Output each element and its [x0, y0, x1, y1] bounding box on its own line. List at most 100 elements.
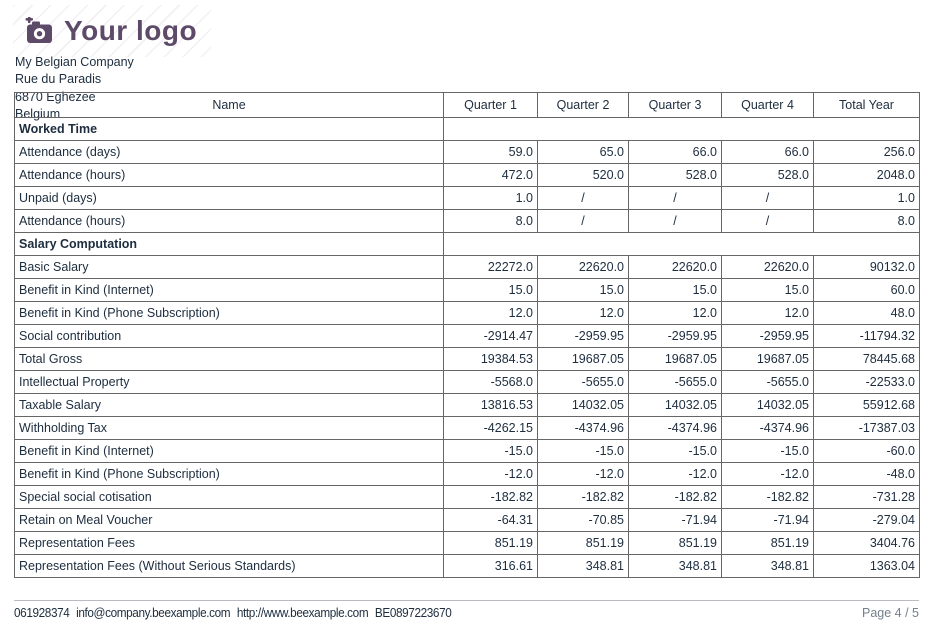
value-cell: 15.0 [443, 278, 538, 302]
value-cell: / [628, 186, 722, 210]
value-cell: 851.19 [721, 531, 814, 555]
section-row: Worked Time [14, 117, 920, 141]
value-cell: -2959.95 [721, 324, 814, 348]
section-title: Salary Computation [14, 232, 444, 256]
value-cell: 2048.0 [813, 163, 920, 187]
company-logo: Your logo [13, 5, 211, 57]
value-cell: -12.0 [443, 462, 538, 486]
section-spacer-cell [443, 232, 920, 256]
column-header-total-year: Total Year [813, 92, 920, 118]
value-cell: 8.0 [443, 209, 538, 233]
value-cell: 55912.68 [813, 393, 920, 417]
value-cell: 12.0 [537, 301, 629, 325]
value-cell: 528.0 [721, 163, 814, 187]
value-cell: 14032.05 [721, 393, 814, 417]
value-cell: -4374.96 [628, 416, 722, 440]
value-cell: -15.0 [443, 439, 538, 463]
table-row: Representation Fees (Without Serious Sta… [14, 554, 920, 578]
row-label: Taxable Salary [14, 393, 444, 417]
table-row: Benefit in Kind (Phone Subscription) -12.… [14, 462, 920, 486]
value-cell: 14032.05 [628, 393, 722, 417]
table-row: Special social cotisation -182.82 -182.82-… [14, 485, 920, 509]
value-cell: -4262.15 [443, 416, 538, 440]
value-cell: -12.0 [537, 462, 629, 486]
value-cell: 66.0 [721, 140, 814, 164]
value-cell: -5655.0 [537, 370, 629, 394]
value-cell: 3404.76 [813, 531, 920, 555]
value-cell: 1363.04 [813, 554, 920, 578]
table-row: Intellectual Property -5568.0 -5655.0 -5655… [14, 370, 920, 394]
footer-phone: 061928374 [14, 606, 70, 620]
value-cell: / [537, 209, 629, 233]
table-row: Representation Fees 851.19 851.19 851.19 851… [14, 531, 920, 555]
column-header-quarter-3: Quarter 3 [628, 92, 722, 118]
value-cell: -71.94 [721, 508, 814, 532]
value-cell: -70.85 [537, 508, 629, 532]
value-cell: -2914.47 [443, 324, 538, 348]
page-number: Page 4 / 5 [862, 606, 919, 620]
row-label: Representation Fees (Without Serious Sta… [14, 554, 444, 578]
table-row: Retain on Meal Voucher -64.31 -70.85 -71.94… [14, 508, 920, 532]
row-label: Benefit in Kind (Phone Subscription) [14, 462, 444, 486]
footer-website: http://www.beexample.com [236, 606, 369, 620]
row-label: Representation Fees [14, 531, 444, 555]
value-cell: 14032.05 [537, 393, 629, 417]
camera-plus-icon [24, 17, 55, 45]
value-cell: -4374.96 [537, 416, 629, 440]
value-cell: 8.0 [813, 209, 920, 233]
value-cell: -2959.95 [537, 324, 629, 348]
table-row: Attendance (hours) 8.0///8.0 [14, 209, 920, 233]
row-label: Unpaid (days) [14, 186, 444, 210]
value-cell: 59.0 [443, 140, 538, 164]
value-cell: 256.0 [813, 140, 920, 164]
row-label: Benefit in Kind (Phone Subscription) [14, 301, 444, 325]
value-cell: 12.0 [721, 301, 814, 325]
value-cell: 22620.0 [537, 255, 629, 279]
logo-text: Your logo [64, 15, 198, 46]
value-cell: / [628, 209, 722, 233]
company-name: My Belgian Company [15, 55, 134, 69]
table-row: Attendance (hours) 472.0 520.0 528.0 528.0 20… [14, 163, 920, 187]
value-cell: -2959.95 [628, 324, 722, 348]
row-label: Social contribution [14, 324, 444, 348]
value-cell: 348.81 [721, 554, 814, 578]
table-header: Name Quarter 1 Quarter 2 Quarter 3 Quarter 4… [14, 92, 920, 118]
section-spacer-cell [443, 117, 920, 141]
value-cell: 348.81 [537, 554, 629, 578]
table-row: Taxable Salary 13816.53 14032.05 14032.05 14… [14, 393, 920, 417]
value-cell: 472.0 [443, 163, 538, 187]
value-cell: -15.0 [721, 439, 814, 463]
row-label: Retain on Meal Voucher [14, 508, 444, 532]
section-title: Worked Time [14, 117, 444, 141]
table-row: Social contribution -2914.47 -2959.95 -2959… [14, 324, 920, 348]
column-header-name: Name [14, 92, 444, 118]
value-cell: 12.0 [628, 301, 722, 325]
value-cell: 19687.05 [721, 347, 814, 371]
value-cell: -15.0 [628, 439, 722, 463]
value-cell: 19687.05 [537, 347, 629, 371]
table-row: Attendance (days) 59.0 65.0 66.0 66.0 256.0 [14, 140, 920, 164]
row-label: Basic Salary [14, 255, 444, 279]
value-cell: 65.0 [537, 140, 629, 164]
table-row: Unpaid (days) 1.0///1.0 [14, 186, 920, 210]
value-cell: / [537, 186, 629, 210]
row-label: Intellectual Property [14, 370, 444, 394]
value-cell: -182.82 [537, 485, 629, 509]
table-row: Benefit in Kind (Internet) 15.0 15.0 15.0 15… [14, 278, 920, 302]
table-row: Withholding Tax -4262.15 -4374.96 -4374.96-… [14, 416, 920, 440]
value-cell: -15.0 [537, 439, 629, 463]
value-cell: -5568.0 [443, 370, 538, 394]
value-cell: 1.0 [443, 186, 538, 210]
company-street: Rue du Paradis [15, 72, 102, 87]
column-header-quarter-1: Quarter 1 [443, 92, 538, 118]
value-cell: / [721, 209, 814, 233]
value-cell: -182.82 [443, 485, 538, 509]
value-cell: -17387.03 [813, 416, 920, 440]
value-cell: 48.0 [813, 301, 920, 325]
value-cell: 520.0 [537, 163, 629, 187]
value-cell: -5655.0 [721, 370, 814, 394]
value-cell: / [721, 186, 814, 210]
value-cell: 78445.68 [813, 347, 920, 371]
salary-report-table: Name Quarter 1 Quarter 2 Quarter 3 Quarter 4… [14, 92, 920, 578]
value-cell: 316.61 [443, 554, 538, 578]
